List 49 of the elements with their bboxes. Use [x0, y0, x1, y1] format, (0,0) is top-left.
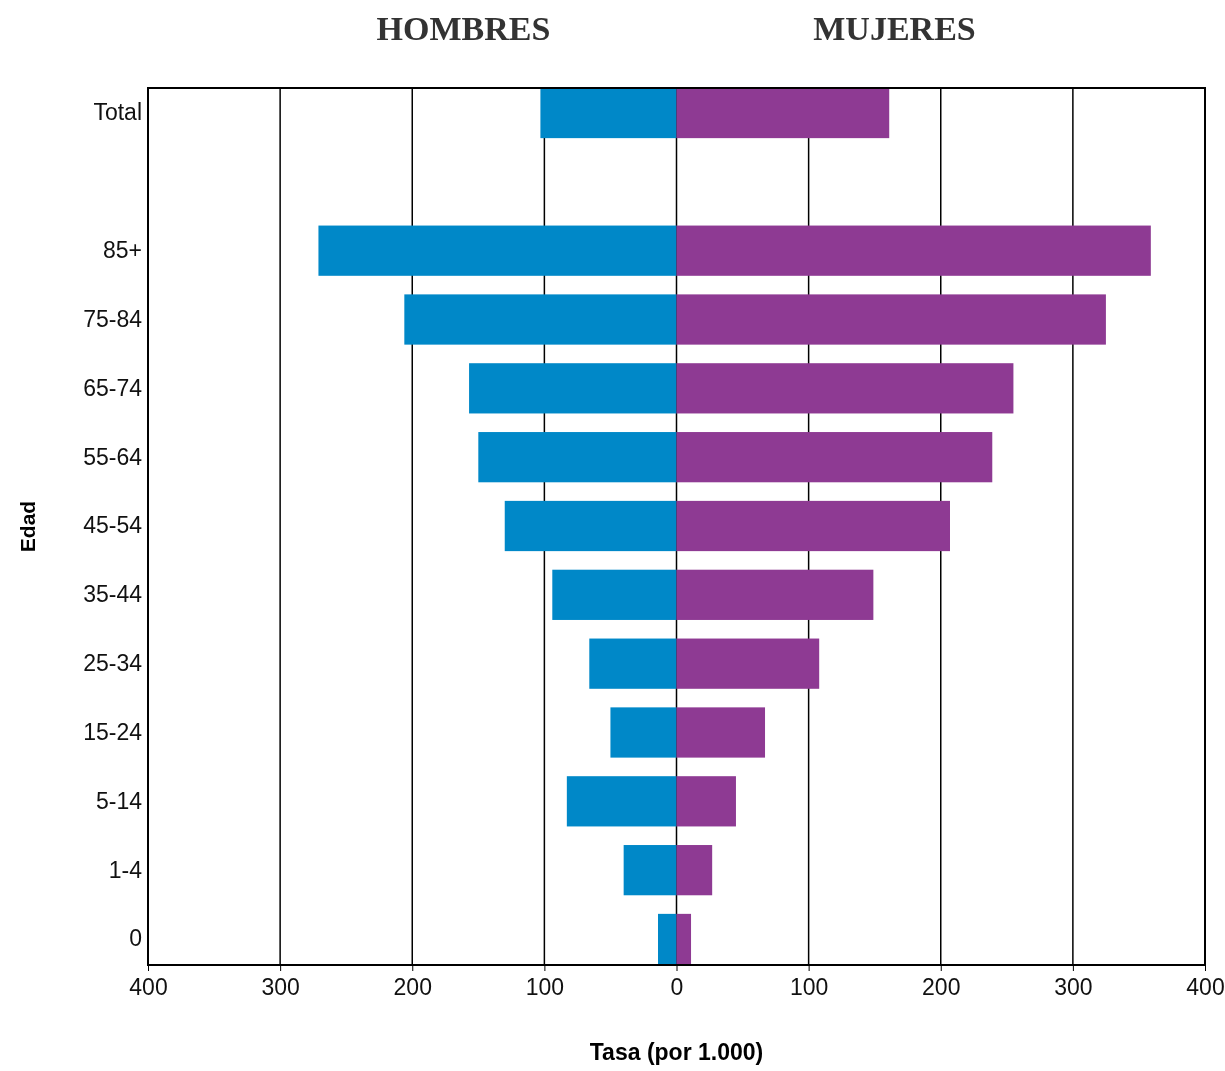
y-tick-label: 25-34	[83, 650, 143, 677]
bar	[676, 845, 713, 896]
x-tick-label: 200	[393, 973, 432, 1000]
bar	[504, 500, 677, 552]
series-label: MUJERES	[813, 10, 976, 47]
bar	[478, 432, 677, 483]
bar	[566, 776, 677, 827]
bar	[610, 707, 677, 758]
bar	[552, 569, 677, 620]
bar	[676, 707, 766, 758]
x-tick-label: 100	[525, 973, 565, 1000]
bar	[676, 913, 692, 965]
bar	[540, 87, 677, 139]
y-tick-label: 65-74	[83, 374, 143, 401]
bar	[676, 294, 1106, 345]
y-tick-label: 1-4	[108, 856, 143, 883]
x-tick-label: 100	[789, 973, 829, 1000]
y-tick-label: 15-24	[83, 718, 143, 745]
y-tick-label: 0	[129, 925, 142, 952]
bar	[469, 363, 677, 414]
bar	[676, 432, 993, 483]
bar	[676, 569, 874, 620]
bar	[589, 638, 677, 689]
y-tick-label: 55-64	[83, 443, 143, 470]
y-tick-label: 45-54	[83, 512, 143, 539]
bar	[658, 913, 677, 965]
x-tick-label: 0	[670, 973, 684, 1000]
y-axis-title: Edad	[16, 500, 39, 553]
y-tick-label: 75-84	[83, 305, 143, 332]
y-tick-label: 85+	[102, 237, 142, 264]
x-tick-label: 400	[1186, 973, 1225, 1000]
x-tick-label: 400	[129, 973, 168, 1000]
y-tick-label: 5-14	[95, 787, 143, 814]
bar	[676, 225, 1151, 276]
bar	[676, 363, 1014, 414]
bar	[404, 294, 677, 345]
y-tick-label: Total	[93, 99, 142, 126]
bar	[676, 638, 820, 689]
x-tick-label: 200	[922, 973, 961, 1000]
bar	[676, 500, 950, 552]
bar	[676, 87, 890, 139]
x-axis-title: Tasa (por 1.000)	[589, 1039, 764, 1065]
y-tick-label: 35-44	[83, 581, 143, 608]
bar	[676, 776, 736, 827]
x-tick-label: 300	[261, 973, 300, 1000]
x-tick-label: 300	[1054, 973, 1093, 1000]
bar	[318, 225, 677, 276]
series-label: HOMBRES	[376, 10, 551, 47]
bar	[623, 845, 677, 896]
